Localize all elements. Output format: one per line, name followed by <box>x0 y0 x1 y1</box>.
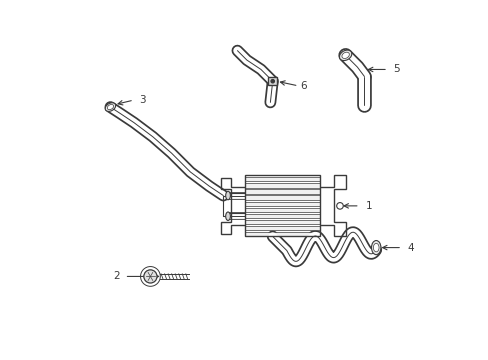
Bar <box>244 214 319 218</box>
Ellipse shape <box>107 104 113 110</box>
Bar <box>244 232 319 237</box>
Text: 6: 6 <box>300 81 306 91</box>
Bar <box>244 177 319 181</box>
Text: 3: 3 <box>139 95 146 105</box>
Ellipse shape <box>339 50 351 60</box>
Ellipse shape <box>225 212 230 220</box>
Bar <box>244 226 319 230</box>
Bar <box>244 195 319 200</box>
Circle shape <box>270 80 274 83</box>
Text: 1: 1 <box>365 201 371 211</box>
Text: 4: 4 <box>407 243 413 253</box>
Bar <box>244 202 319 206</box>
Text: 5: 5 <box>393 64 399 75</box>
Ellipse shape <box>225 191 230 200</box>
Bar <box>244 175 319 237</box>
Text: 2: 2 <box>113 271 120 282</box>
Circle shape <box>143 270 157 283</box>
Ellipse shape <box>105 103 116 111</box>
Ellipse shape <box>373 243 378 252</box>
Bar <box>244 189 319 194</box>
Bar <box>244 208 319 212</box>
FancyBboxPatch shape <box>267 77 277 85</box>
Bar <box>244 220 319 224</box>
Bar <box>244 183 319 188</box>
Ellipse shape <box>341 52 348 58</box>
Ellipse shape <box>371 240 380 255</box>
Circle shape <box>336 203 343 209</box>
